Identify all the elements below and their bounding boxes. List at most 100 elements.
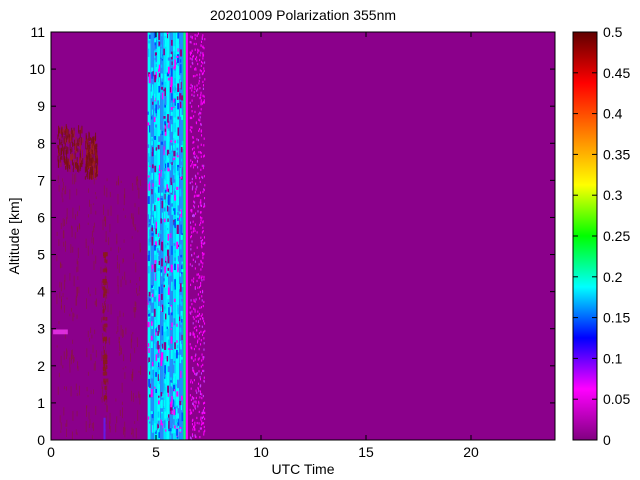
cloud-speckle (89, 172, 91, 180)
band-speckle (163, 173, 165, 180)
speckle-dot (200, 221, 202, 225)
aerosol-speckle (87, 245, 89, 256)
aerosol-speckle (90, 357, 92, 361)
band-speckle (179, 316, 181, 322)
speckle-dot (189, 57, 191, 60)
aerosol-speckle (106, 339, 107, 344)
aerosol-speckle (85, 242, 87, 249)
speckle-dot (202, 62, 204, 65)
band-speckle (164, 365, 166, 375)
y-axis-label: Altitude [km] (6, 197, 22, 274)
band-speckle (180, 108, 182, 117)
band-speckle (173, 208, 175, 211)
band-speckle (173, 66, 175, 70)
aerosol-speckle (56, 231, 58, 236)
band-speckle (154, 423, 156, 432)
band-speckle (171, 312, 174, 316)
aerosol-speckle (77, 361, 79, 369)
aerosol-speckle (88, 424, 90, 428)
aerosol-speckle (77, 225, 79, 230)
speckle-dot (190, 387, 192, 390)
speckle-dot (201, 396, 203, 400)
speckle-dot (197, 48, 199, 51)
x-axis-label: UTC Time (272, 461, 335, 477)
speckle-dot (204, 38, 206, 41)
band-speckle (148, 166, 152, 175)
colorbar-tick-label: 0.35 (603, 146, 630, 162)
speckle-dot (200, 143, 202, 146)
band-speckle (177, 103, 180, 110)
cloud-speckle (76, 142, 78, 151)
band-speckle (179, 295, 182, 305)
cloud-speckle (67, 136, 69, 144)
band-speckle (147, 177, 150, 184)
band-speckle (151, 151, 154, 157)
colorbar-tick-label: 0.45 (603, 65, 630, 81)
speckle-dot (202, 226, 204, 229)
aerosol-speckle (117, 214, 119, 224)
speckle-dot (203, 47, 205, 50)
band-speckle (160, 218, 162, 224)
aerosol-speckle (105, 415, 107, 425)
band-speckle (157, 428, 160, 433)
aerosol-speckle (135, 395, 137, 399)
cloud-speckle (70, 149, 72, 154)
aerosol-speckle (75, 383, 77, 390)
aerosol-speckle (58, 239, 60, 246)
band-speckle (160, 32, 163, 33)
speckle-dot (195, 353, 197, 356)
aerosol-speckle (66, 297, 68, 300)
band-speckle (179, 181, 181, 188)
band-speckle (168, 153, 170, 161)
band-speckle (179, 390, 181, 397)
speckle-dot (194, 421, 196, 424)
band-speckle (148, 348, 150, 353)
cloud-speckle (96, 143, 98, 147)
aerosol-speckle (60, 222, 62, 230)
aerosol-speckle (136, 287, 137, 294)
cloud-speckle (95, 132, 97, 140)
cloud-speckle (65, 129, 67, 135)
aerosol-speckle (106, 266, 107, 271)
aerosol-speckle (76, 286, 78, 298)
speckle-dot (193, 163, 195, 167)
speckle-dot (204, 429, 206, 432)
band-speckle (167, 188, 169, 196)
band-speckle (153, 32, 156, 39)
band-speckle (151, 379, 154, 385)
cloud-speckle (63, 137, 65, 143)
aerosol-speckle (103, 336, 107, 341)
aerosol-speckle (105, 395, 108, 400)
speckle-dot (198, 276, 200, 279)
band-speckle (166, 72, 170, 77)
speckle-dot (198, 118, 200, 121)
aerosol-speckle (72, 349, 73, 359)
cloud-speckle (65, 150, 67, 154)
speckle-dot (191, 105, 193, 108)
speckle-dot (202, 54, 204, 58)
band-speckle (176, 54, 179, 64)
aerosol-speckle (124, 215, 126, 219)
band-speckle (172, 378, 175, 384)
aerosol-speckle (62, 292, 64, 297)
speckle-dot (193, 227, 195, 230)
aerosol-speckle (134, 347, 136, 354)
speckle-dot (193, 200, 195, 203)
band-speckle (158, 298, 160, 307)
speckle-dot (193, 215, 195, 218)
aerosol-speckle (104, 363, 105, 368)
band-speckle (158, 41, 161, 46)
cloud-speckle (96, 154, 98, 159)
plot-background (51, 32, 555, 440)
aerosol-speckle (103, 306, 104, 310)
cloud-speckle (65, 138, 67, 143)
speckle-dot (194, 260, 196, 263)
cloud-speckle (60, 161, 62, 167)
aerosol-speckle (131, 213, 132, 219)
cloud-speckle (69, 163, 71, 170)
band-column (172, 32, 176, 440)
band-speckle (167, 66, 171, 74)
speckle-dot (201, 217, 203, 220)
